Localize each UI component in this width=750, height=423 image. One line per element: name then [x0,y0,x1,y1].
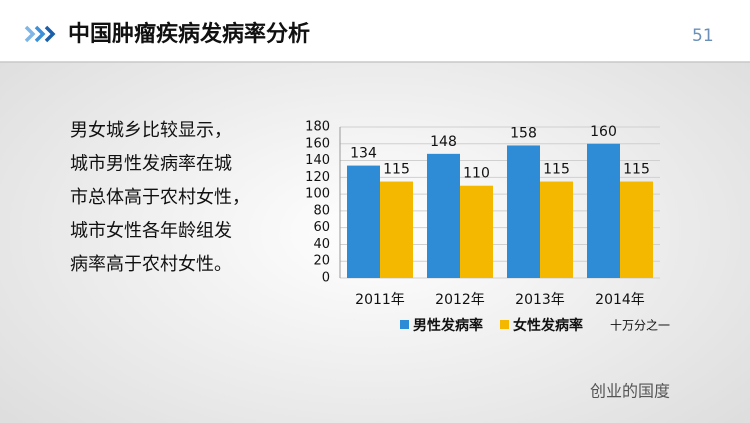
y-tick-label: 0 [322,271,330,286]
y-tick-label: 60 [313,220,330,235]
legend-swatch [400,320,409,329]
header-band [0,0,750,62]
y-tick-label: 140 [305,153,330,168]
y-tick-label: 20 [313,254,330,269]
y-tick-label: 40 [313,237,330,252]
y-tick-label: 120 [305,170,330,185]
y-tick-label: 100 [305,187,330,202]
legend-label: 男性发病率 [413,317,483,334]
bar [380,181,413,278]
data-label: 160 [590,124,617,140]
bar [587,143,620,278]
data-label: 158 [510,125,537,141]
legend-label: 女性发病率 [513,317,583,334]
y-tick-label: 180 [305,120,330,135]
bar [460,185,493,278]
body-line: 病率高于农村女性。 [70,254,232,275]
watermark: 创业的国度 [590,382,670,401]
x-tick-label: 2014年 [595,292,645,308]
x-tick-label: 2013年 [515,292,565,308]
bar [347,165,380,278]
body-line: 市总体高于农村女性， [70,187,250,208]
x-tick-label: 2012年 [435,292,485,308]
unit-label: 十万分之一 [610,319,670,333]
body-line: 城市女性各年龄组发 [70,221,232,242]
y-tick-label: 160 [305,136,330,151]
x-tick-label: 2011年 [355,292,405,308]
body-line: 城市男性发病率在城 [70,154,232,175]
data-label: 115 [543,162,570,178]
bar [540,181,573,278]
slide-title: 中国肿瘤疾病发病率分析 [68,21,310,47]
header-icon [24,25,56,43]
data-label: 115 [383,162,410,178]
bar [427,153,460,278]
page-number: 51 [692,26,714,46]
body-line: 男女城乡比较显示， [70,120,232,141]
data-label: 134 [350,146,377,162]
y-tick-label: 80 [313,203,330,218]
bar [620,181,653,278]
data-label: 148 [430,134,457,150]
data-label: 115 [623,162,650,178]
legend-swatch [500,320,509,329]
data-label: 110 [463,166,490,182]
bar [507,145,540,278]
chart: 0204060801001201401601802011年1341152012年… [305,120,670,335]
